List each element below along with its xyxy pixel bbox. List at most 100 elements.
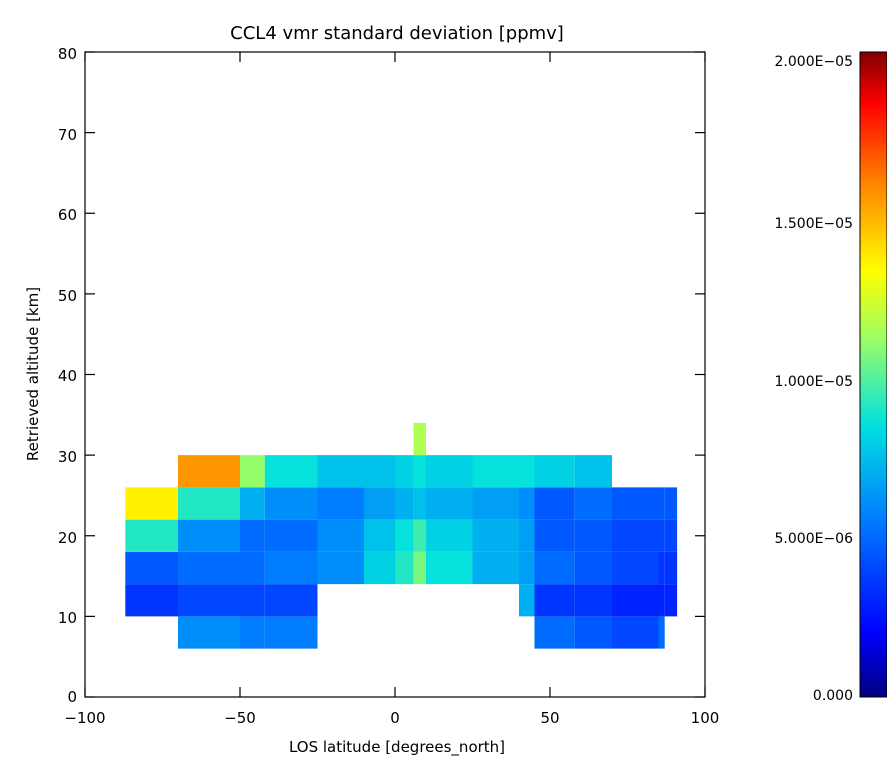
heatmap-cell	[364, 551, 395, 585]
colorbar-tick-labels: 0.000 5.000E−06 1.000E−05 1.500E−05 2.00…	[775, 54, 854, 704]
heatmap-cell	[178, 551, 240, 585]
y-tick-label-60: 60	[58, 206, 77, 224]
x-tick-labels: −100 −50 0 50 100	[64, 709, 719, 727]
heatmap-cell	[472, 487, 519, 520]
heatmap-cell	[574, 519, 612, 552]
heatmap-cell	[413, 551, 426, 585]
colorbar	[859, 51, 887, 698]
heatmap-cell	[664, 551, 678, 585]
heatmap-cell	[264, 487, 318, 520]
heatmap-cell	[534, 487, 575, 520]
heatmap-cell	[264, 455, 318, 488]
heatmap-cell	[264, 519, 318, 552]
heatmap-cells	[125, 422, 678, 649]
colorbar-tick-label-1-5e-05: 1.500E−05	[775, 216, 853, 232]
y-tick-labels: 0 10 20 30 40 50 60 70 80	[58, 45, 77, 706]
heatmap-cell	[395, 551, 414, 585]
heatmap-cell	[612, 487, 659, 520]
heatmap-cell	[395, 487, 414, 520]
colorbar-tick-label-0: 0.000	[813, 688, 853, 704]
heatmap-cell	[413, 519, 426, 552]
y-tick-label-10: 10	[58, 609, 77, 627]
heatmap-cell	[426, 455, 473, 488]
heatmap-cell	[658, 584, 665, 617]
heatmap-cell	[178, 616, 240, 649]
heatmap-cell	[658, 487, 665, 520]
heatmap-cell	[364, 519, 395, 552]
heatmap-cell	[395, 455, 414, 488]
y-tick-label-30: 30	[58, 448, 77, 466]
y-tick-label-50: 50	[58, 287, 77, 305]
y-tick-label-70: 70	[58, 126, 77, 144]
heatmap-cell	[574, 455, 612, 488]
x-tick-label-0: 0	[390, 709, 400, 727]
heatmap-cell	[519, 519, 535, 552]
heatmap-cell	[125, 584, 178, 617]
x-axis-label: LOS latitude [degrees_north]	[289, 738, 505, 757]
heatmap-cell	[612, 616, 659, 649]
heatmap-cell	[426, 487, 473, 520]
y-tick-label-40: 40	[58, 367, 77, 385]
heatmap-cell	[364, 455, 395, 488]
heatmap-cell	[658, 551, 665, 585]
heatmap-cell	[240, 519, 265, 552]
heatmap-cell	[264, 551, 318, 585]
heatmap-cell	[264, 584, 318, 617]
heatmap-cell	[178, 455, 240, 488]
heatmap-cell	[317, 519, 364, 552]
heatmap-cell	[472, 519, 519, 552]
heatmap-cell	[574, 584, 612, 617]
heatmap-cell	[574, 551, 612, 585]
y-tick-label-80: 80	[58, 45, 77, 63]
heatmap-cell	[472, 551, 519, 585]
heatmap-cell	[125, 519, 178, 552]
heatmap-cell	[612, 519, 659, 552]
heatmap-cell	[519, 584, 535, 617]
heatmap-cell	[612, 584, 659, 617]
heatmap-cell	[534, 584, 575, 617]
heatmap-cell	[317, 455, 364, 488]
heatmap-cell	[472, 455, 519, 488]
colorbar-tick-label-1e-05: 1.000E−05	[775, 374, 853, 390]
heatmap-cell	[178, 519, 240, 552]
heatmap-cell	[240, 616, 265, 649]
heatmap-cell	[240, 584, 265, 617]
x-tick-label-50: 50	[540, 709, 559, 727]
y-tick-label-20: 20	[58, 529, 77, 547]
heatmap-cell	[574, 487, 612, 520]
heatmap-cell	[364, 487, 395, 520]
heatmap-cell	[574, 616, 612, 649]
heatmap-cell	[534, 519, 575, 552]
heatmap-cell	[395, 519, 414, 552]
y-axis-label: Retrieved altitude [km]	[24, 287, 42, 461]
heatmap-cell	[413, 455, 426, 488]
heatmap-cell	[664, 584, 678, 617]
heatmap-cell	[519, 551, 535, 585]
heatmap-cell	[317, 487, 364, 520]
heatmap-cell	[240, 487, 265, 520]
x-tick-label-100: 100	[691, 709, 720, 727]
heatmap-cell	[125, 487, 178, 520]
heatmap-cell	[664, 487, 678, 520]
heatmap-cell	[413, 422, 426, 456]
heatmap-cell	[612, 551, 659, 585]
heatmap-cell	[658, 519, 665, 552]
heatmap-cell	[178, 584, 240, 617]
chart-title: CCL4 vmr standard deviation [ppmv]	[230, 23, 564, 44]
heatmap-cell	[519, 455, 535, 488]
heatmap-cell	[413, 487, 426, 520]
heatmap-cell	[519, 487, 535, 520]
heatmap-cell	[178, 487, 240, 520]
heatmap-cell	[534, 551, 575, 585]
heatmap-cell	[534, 455, 575, 488]
x-tick-label-minus100: −100	[64, 709, 105, 727]
axes-ticks	[84, 51, 706, 698]
heatmap-cell	[240, 455, 265, 488]
heatmap-cell	[426, 519, 473, 552]
colorbar-tick-label-5e-06: 5.000E−06	[775, 531, 854, 547]
colorbar-tick-label-2e-05: 2.000E−05	[775, 54, 853, 70]
heatmap-cell	[426, 551, 473, 585]
heatmap-cell	[240, 551, 265, 585]
y-tick-label-0: 0	[67, 688, 77, 706]
